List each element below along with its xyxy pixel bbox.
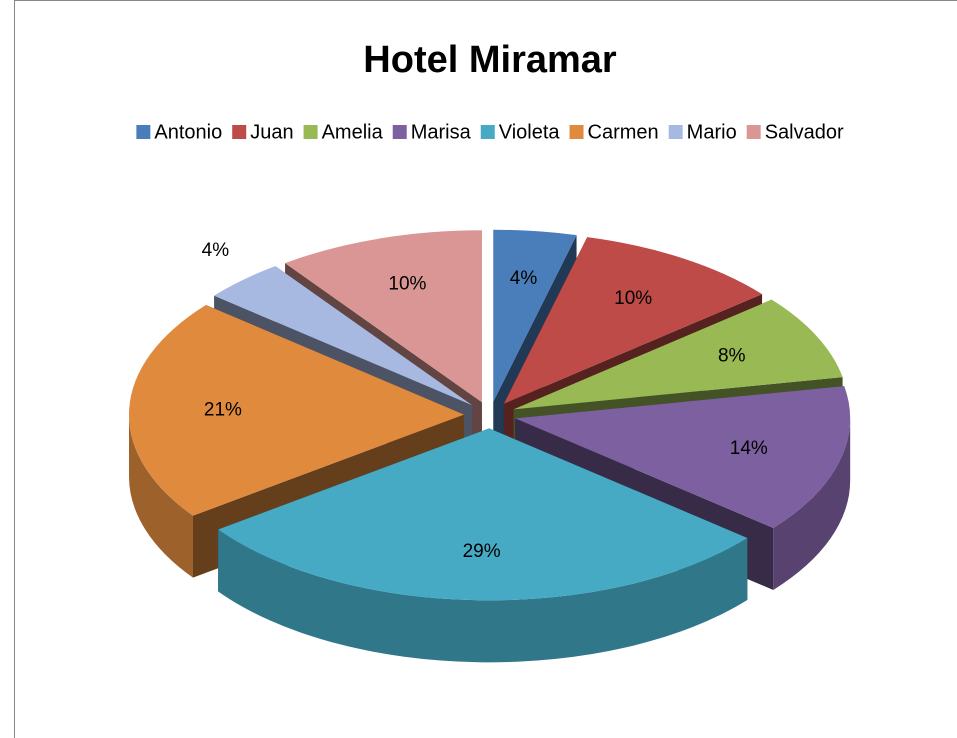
slice-side (773, 418, 851, 590)
legend-label: Salvador (765, 121, 844, 143)
legend-label: Violeta (499, 121, 561, 143)
legend-label: Carmen (588, 121, 659, 143)
data-label: 8% (718, 346, 746, 367)
data-label: 29% (463, 541, 501, 562)
legend-swatch (136, 125, 151, 139)
data-label: 4% (202, 240, 230, 261)
chart-title: Hotel Miramar (363, 39, 617, 81)
slice-top (503, 237, 763, 404)
legend-swatch (392, 125, 407, 139)
slice (218, 428, 748, 663)
slice-top (515, 386, 851, 528)
data-label: 10% (614, 288, 652, 309)
slice-top (493, 229, 577, 402)
legend-swatch (232, 125, 247, 139)
data-label: 10% (388, 274, 426, 295)
legend-label: Juan (250, 121, 293, 143)
legend-label: Antonio (154, 121, 222, 143)
slice-top (513, 299, 843, 410)
data-label: 14% (730, 438, 768, 459)
slice-side (218, 529, 748, 663)
slice-top (214, 266, 473, 406)
legend-swatch (569, 125, 584, 139)
data-label: 4% (510, 268, 538, 289)
legend-swatch (303, 125, 318, 139)
legend-label: Marisa (411, 121, 472, 143)
slice-side (129, 414, 193, 578)
legend-label: Mario (687, 121, 737, 143)
legend-swatch (480, 125, 495, 139)
legend: Antonio Juan Amelia Marisa Violeta Carmen Mari… (136, 121, 844, 143)
data-label: 21% (204, 400, 242, 421)
legend-swatch (746, 125, 761, 139)
legend-swatch (668, 125, 683, 139)
slice-top (285, 230, 482, 403)
slice-top (218, 428, 748, 601)
slice-top (129, 304, 465, 516)
legend-label: Amelia (322, 121, 384, 143)
